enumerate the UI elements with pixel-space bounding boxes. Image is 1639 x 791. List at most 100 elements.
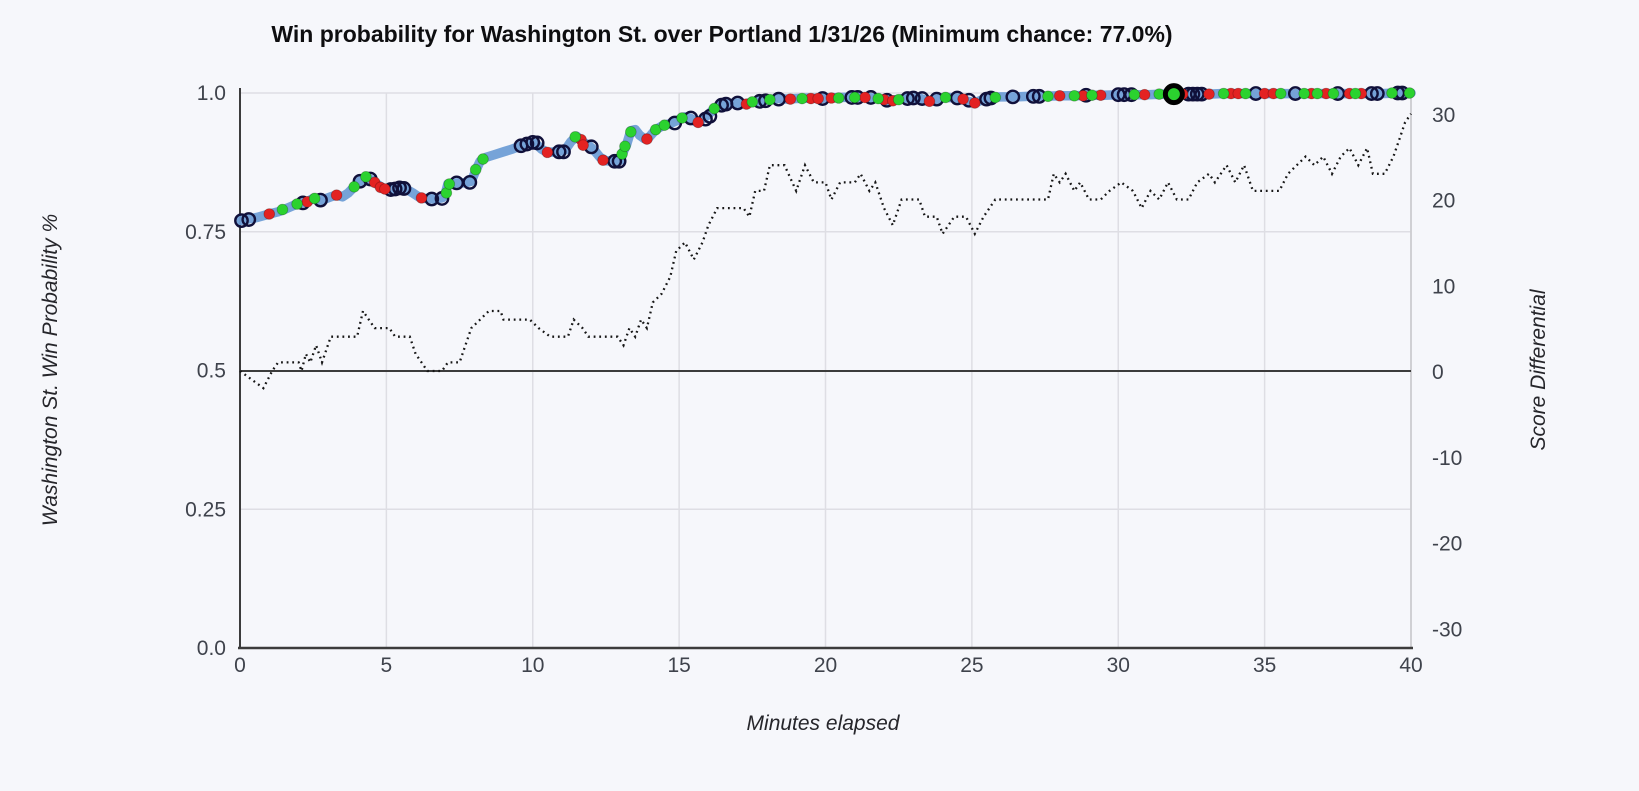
green-dot-marker[interactable]: [1349, 87, 1362, 100]
green-dot-marker[interactable]: [676, 112, 688, 124]
green-dot-marker[interactable]: [1239, 87, 1252, 100]
red-dot-marker[interactable]: [784, 93, 797, 105]
green-dot-marker[interactable]: [276, 203, 289, 216]
right-y-tick-label: 20: [1432, 190, 1455, 213]
left-y-tick-label: 0.75: [185, 221, 226, 244]
x-axis-title: Minutes elapsed: [747, 712, 901, 735]
open-circle-marker[interactable]: [556, 144, 571, 160]
green-dot-marker[interactable]: [708, 102, 721, 115]
green-dot-marker[interactable]: [360, 171, 372, 183]
open-circle-marker[interactable]: [529, 135, 545, 151]
red-dot-marker[interactable]: [379, 183, 391, 195]
right-y-tick-label: 10: [1432, 275, 1455, 298]
green-dot-marker[interactable]: [1042, 90, 1054, 103]
right-y-tick-label: 30: [1432, 104, 1455, 127]
red-dot-marker[interactable]: [577, 139, 589, 151]
green-dot-marker[interactable]: [308, 192, 321, 205]
x-tick-label: 10: [521, 654, 544, 677]
chart-title: Win probability for Washington St. over …: [271, 21, 1172, 47]
right-y-axis-title: Score Differential: [1527, 288, 1550, 450]
x-tick-label: 0: [234, 654, 246, 677]
green-dot-marker[interactable]: [939, 91, 952, 104]
left-y-tick-label: 0.5: [197, 360, 226, 383]
event-markers[interactable]: [234, 83, 1416, 229]
x-tick-label: 5: [381, 654, 393, 677]
open-circle-marker[interactable]: [462, 174, 478, 190]
red-dot-marker[interactable]: [263, 208, 276, 220]
x-tick-label: 35: [1253, 654, 1276, 677]
green-dot-marker[interactable]: [1298, 87, 1310, 100]
open-circle-marker[interactable]: [519, 136, 535, 152]
x-tick-label: 40: [1399, 654, 1422, 677]
green-dot-marker[interactable]: [477, 153, 489, 165]
green-dot-marker[interactable]: [746, 96, 759, 108]
green-dot-marker[interactable]: [1386, 87, 1398, 99]
green-dot-marker[interactable]: [1274, 87, 1287, 100]
green-dot-marker[interactable]: [658, 119, 671, 131]
green-dot-marker[interactable]: [469, 163, 482, 176]
green-dot-marker[interactable]: [348, 180, 360, 193]
green-dot-marker[interactable]: [625, 126, 637, 138]
green-dot-marker[interactable]: [764, 93, 776, 106]
right-y-tick-label: -30: [1432, 618, 1462, 641]
green-dot-marker[interactable]: [872, 92, 884, 105]
left-y-tick-label: 0.25: [185, 498, 226, 521]
open-circle-marker[interactable]: [551, 144, 567, 160]
left-y-axis-title: Washington St. Win Probability %: [39, 214, 62, 526]
red-dot-marker[interactable]: [330, 189, 343, 201]
red-dot-marker[interactable]: [1138, 88, 1151, 101]
green-dot-marker[interactable]: [832, 92, 845, 104]
open-circle-marker[interactable]: [1189, 86, 1205, 102]
green-dot-marker[interactable]: [848, 91, 861, 104]
x-tick-label: 15: [667, 654, 690, 677]
green-dot-marker[interactable]: [989, 91, 1002, 104]
red-dot-marker[interactable]: [812, 92, 824, 105]
open-circle-marker[interactable]: [241, 212, 257, 227]
green-dot-marker[interactable]: [619, 140, 631, 153]
open-circle-marker[interactable]: [1025, 88, 1041, 104]
green-dot-marker[interactable]: [1217, 87, 1230, 100]
red-dot-marker[interactable]: [859, 91, 871, 104]
red-dot-marker[interactable]: [969, 97, 981, 109]
open-circle-marker[interactable]: [1369, 86, 1385, 101]
green-dot-marker[interactable]: [1128, 88, 1141, 101]
green-dot-marker[interactable]: [1327, 87, 1340, 100]
green-dot-marker[interactable]: [1086, 89, 1098, 102]
open-circle-marker[interactable]: [905, 90, 921, 106]
open-circle-marker[interactable]: [396, 181, 412, 196]
open-circle-marker[interactable]: [234, 213, 249, 229]
right-y-tick-label: -20: [1432, 533, 1462, 556]
x-tick-label: 25: [960, 654, 983, 677]
x-tick-label: 30: [1107, 654, 1130, 677]
tick-labels: 0 5 10 15 20 25 30 35 40 0.0 0.25 0.5 0.75 1.0 -30 -20 -…: [185, 82, 1462, 677]
green-dot-marker[interactable]: [1311, 87, 1324, 100]
green-dot-marker[interactable]: [1403, 87, 1416, 99]
red-dot-marker[interactable]: [641, 133, 653, 145]
red-dot-marker[interactable]: [1053, 89, 1066, 102]
left-y-tick-label: 0.0: [197, 637, 226, 660]
highlighted-point-marker[interactable]: [1162, 83, 1185, 106]
red-dot-marker[interactable]: [692, 116, 704, 129]
right-y-tick-label: -10: [1432, 447, 1462, 470]
green-dot-marker[interactable]: [443, 178, 456, 190]
green-dot-marker[interactable]: [569, 131, 581, 143]
red-dot-marker[interactable]: [923, 95, 936, 108]
x-tick-label: 20: [814, 654, 837, 677]
red-dot-marker[interactable]: [415, 192, 428, 204]
green-dot-marker[interactable]: [1068, 89, 1081, 102]
open-circle-marker[interactable]: [1005, 89, 1021, 105]
red-dot-marker[interactable]: [957, 93, 969, 105]
green-dot-marker[interactable]: [291, 198, 303, 210]
left-y-tick-label: 1.0: [197, 82, 226, 105]
right-y-tick-label: 0: [1432, 361, 1444, 384]
open-circle-marker[interactable]: [607, 153, 623, 169]
red-dot-marker[interactable]: [541, 146, 554, 159]
green-dot-marker[interactable]: [892, 93, 905, 106]
red-dot-marker[interactable]: [597, 154, 609, 166]
axes: [238, 88, 1413, 650]
green-dot-marker[interactable]: [796, 92, 808, 105]
red-dot-marker[interactable]: [1203, 88, 1215, 100]
green-dot-marker[interactable]: [649, 123, 662, 136]
